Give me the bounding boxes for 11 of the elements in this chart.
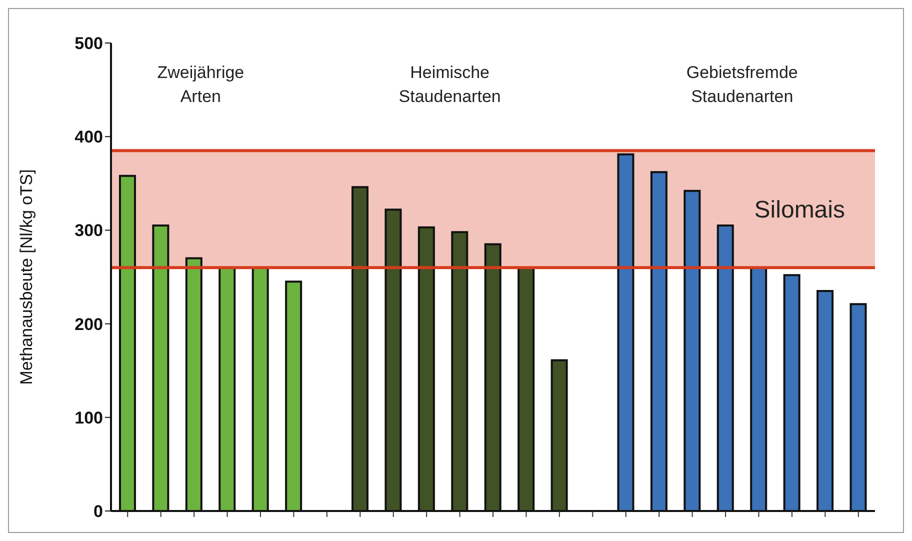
y-tick-label: 500 [74,34,103,54]
y-axis-title: Methanausbeute [Nl/kg oTS] [17,169,36,385]
annotation: Heimische Staudenarten [398,62,502,108]
y-tick-label: 300 [74,221,103,240]
y-tick-label: 400 [74,128,103,147]
y-tick-label: 0 [94,502,103,522]
annotation: Gebietsfremde Staudenarten [685,62,799,108]
y-tick-label: 100 [74,408,103,428]
y-tick-label: 200 [74,314,103,334]
annotation: Zweijährige Arten [156,62,246,108]
band-label: Silomais [754,196,845,224]
